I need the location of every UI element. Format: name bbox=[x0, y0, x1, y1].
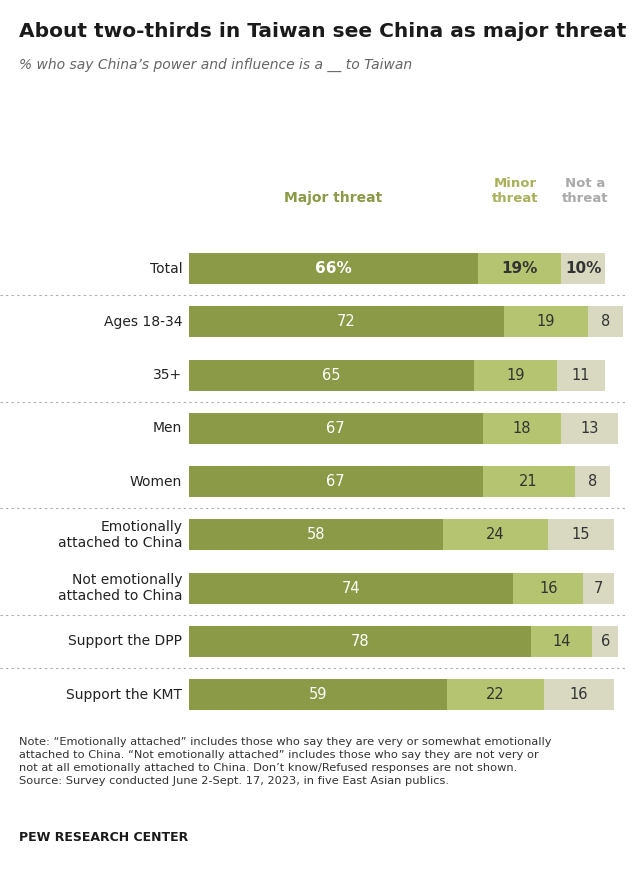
Text: 74: 74 bbox=[342, 581, 360, 596]
Bar bbox=[447, 679, 544, 711]
Text: 11: 11 bbox=[572, 367, 591, 383]
Bar bbox=[561, 413, 618, 444]
Text: 22: 22 bbox=[486, 687, 505, 702]
Bar bbox=[483, 466, 575, 497]
Bar bbox=[531, 626, 592, 657]
Bar bbox=[483, 413, 561, 444]
Text: Ages 18-34: Ages 18-34 bbox=[104, 314, 182, 329]
Text: 66%: 66% bbox=[315, 261, 352, 276]
Text: Support the KMT: Support the KMT bbox=[66, 687, 182, 702]
Bar bbox=[513, 573, 584, 604]
Text: Total: Total bbox=[150, 262, 182, 276]
Text: 18: 18 bbox=[513, 421, 531, 435]
Text: 13: 13 bbox=[580, 421, 599, 435]
Text: Women: Women bbox=[130, 475, 182, 488]
Text: 67: 67 bbox=[326, 474, 345, 489]
Bar bbox=[189, 626, 531, 657]
Bar bbox=[561, 253, 605, 284]
Text: PEW RESEARCH CENTER: PEW RESEARCH CENTER bbox=[19, 831, 188, 845]
Text: 15: 15 bbox=[572, 528, 591, 542]
Text: Support the DPP: Support the DPP bbox=[68, 634, 182, 649]
Text: 59: 59 bbox=[309, 687, 328, 702]
Text: 72: 72 bbox=[337, 314, 356, 330]
Text: Not a
threat: Not a threat bbox=[563, 177, 609, 204]
Text: 19%: 19% bbox=[502, 261, 538, 276]
Text: 7: 7 bbox=[594, 581, 604, 596]
Text: 19: 19 bbox=[537, 314, 556, 330]
Text: 67: 67 bbox=[326, 421, 345, 435]
Text: 8: 8 bbox=[601, 314, 610, 330]
Text: % who say China’s power and influence is a __ to Taiwan: % who say China’s power and influence is… bbox=[19, 58, 412, 73]
Text: Minor
threat: Minor threat bbox=[492, 177, 539, 204]
Text: 19: 19 bbox=[506, 367, 525, 383]
Bar bbox=[474, 359, 557, 391]
Bar bbox=[592, 626, 618, 657]
Text: 78: 78 bbox=[351, 633, 369, 649]
Bar bbox=[443, 520, 548, 550]
Bar bbox=[575, 466, 610, 497]
Text: 16: 16 bbox=[570, 687, 588, 702]
Bar bbox=[189, 359, 474, 391]
Text: 14: 14 bbox=[552, 633, 571, 649]
Text: 10%: 10% bbox=[565, 261, 602, 276]
Text: 24: 24 bbox=[486, 528, 505, 542]
Bar bbox=[588, 306, 623, 337]
Text: About two-thirds in Taiwan see China as major threat: About two-thirds in Taiwan see China as … bbox=[19, 22, 627, 41]
Bar bbox=[189, 413, 483, 444]
Bar bbox=[189, 679, 447, 711]
Text: Emotionally
attached to China: Emotionally attached to China bbox=[58, 520, 182, 550]
Text: 58: 58 bbox=[307, 528, 325, 542]
Text: 16: 16 bbox=[539, 581, 557, 596]
Bar bbox=[584, 573, 614, 604]
Text: Note: “Emotionally attached” includes those who say they are very or somewhat em: Note: “Emotionally attached” includes th… bbox=[19, 737, 552, 786]
Bar bbox=[544, 679, 614, 711]
Text: 35+: 35+ bbox=[153, 368, 182, 382]
Text: Not emotionally
attached to China: Not emotionally attached to China bbox=[58, 573, 182, 603]
Text: 65: 65 bbox=[322, 367, 340, 383]
Bar bbox=[548, 520, 614, 550]
Bar bbox=[189, 253, 478, 284]
Bar bbox=[189, 466, 483, 497]
Text: Major threat: Major threat bbox=[284, 191, 383, 204]
Text: 6: 6 bbox=[601, 633, 610, 649]
Bar bbox=[557, 359, 605, 391]
Text: Men: Men bbox=[153, 421, 182, 435]
Bar bbox=[189, 306, 504, 337]
Text: 8: 8 bbox=[588, 474, 596, 489]
Bar bbox=[189, 573, 513, 604]
Bar bbox=[189, 520, 443, 550]
Text: 21: 21 bbox=[519, 474, 538, 489]
Bar bbox=[504, 306, 588, 337]
Bar bbox=[478, 253, 561, 284]
